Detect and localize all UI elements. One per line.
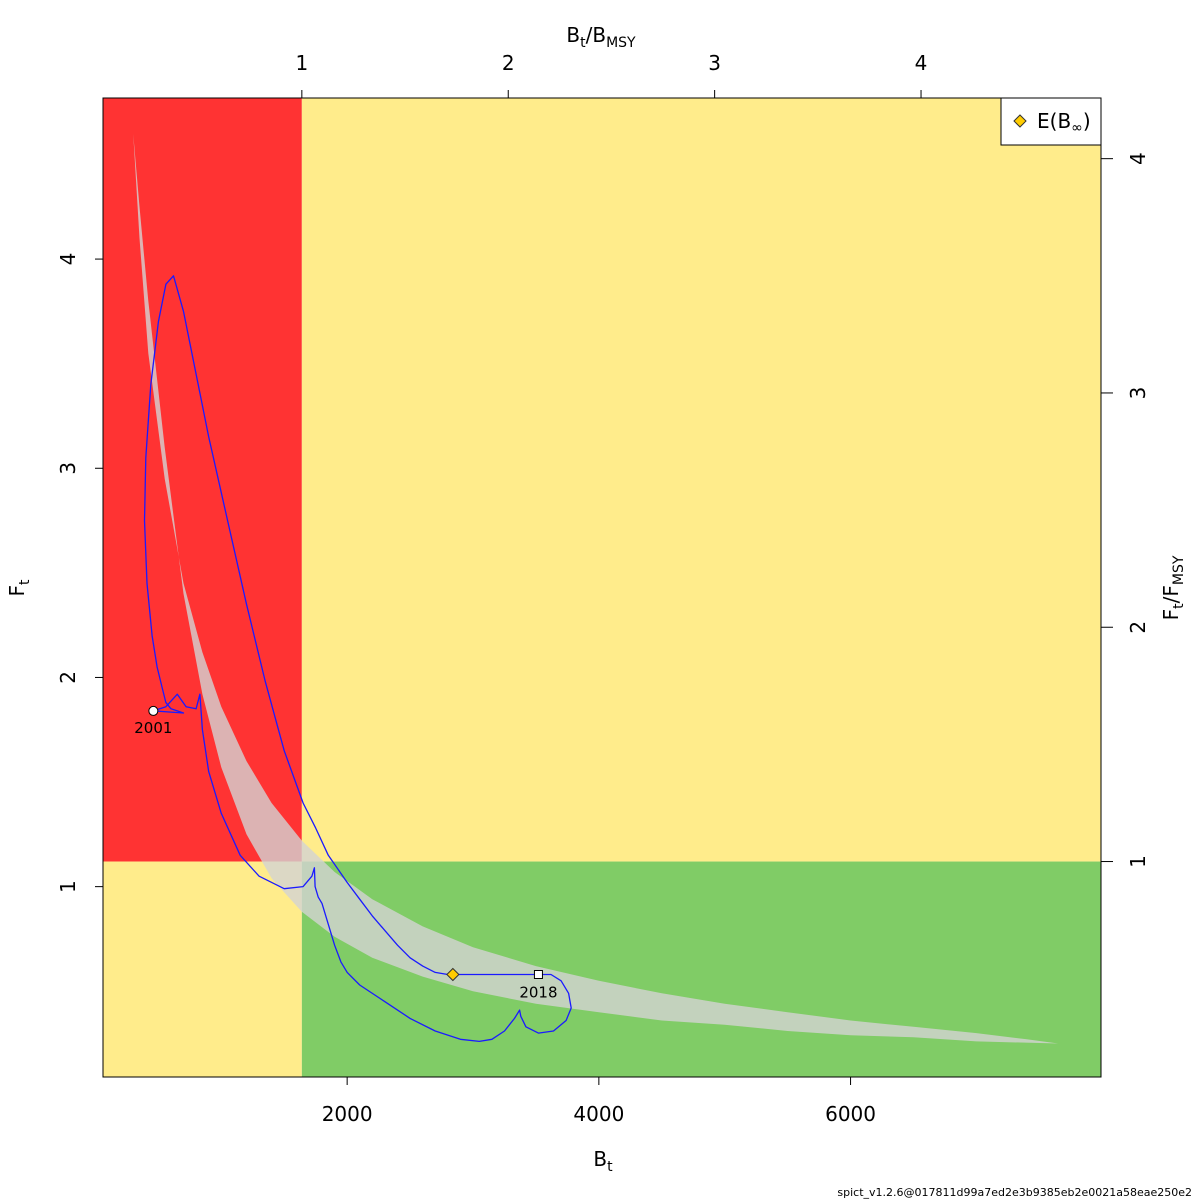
- y-tick-label: 4: [56, 253, 80, 266]
- x-axis: 2000 4000 6000: [322, 1077, 876, 1126]
- top-axis: 1 2 3 4: [295, 51, 927, 98]
- y-axis: 1 2 3 4: [56, 253, 103, 893]
- end-point: [533, 969, 543, 979]
- x-axis-title: Bt: [593, 1147, 613, 1175]
- top-tick-label: 4: [915, 51, 928, 75]
- right-tick-label: 2: [1126, 621, 1150, 634]
- x-tick-label: 4000: [573, 1102, 624, 1126]
- y-tick-label: 3: [56, 462, 80, 475]
- equilibrium-point: [446, 967, 460, 982]
- right-tick-label: 1: [1126, 855, 1150, 868]
- start-point: [148, 705, 159, 716]
- top-tick-label: 2: [502, 51, 515, 75]
- right-tick-label: 4: [1126, 152, 1150, 165]
- right-axis: 1 2 3 4: [1101, 152, 1150, 868]
- y-tick-label: 1: [56, 880, 80, 893]
- legend-diamond-icon: [1013, 114, 1027, 128]
- x-tick-label: 2000: [322, 1102, 373, 1126]
- footer-version: spict_v1.2.6@017811d99a7ed2e3b9385eb2e00…: [837, 1186, 1192, 1199]
- y-tick-label: 2: [56, 671, 80, 684]
- end-year-label: 2018: [519, 983, 557, 1001]
- top-tick-label: 3: [708, 51, 721, 75]
- right-axis-title: Ft/FMSY: [1159, 555, 1187, 620]
- top-tick-label: 1: [295, 51, 308, 75]
- legend-label: E(B∞): [1037, 109, 1091, 136]
- zone-healthy-stock-overfishing: [301, 98, 1101, 862]
- right-tick-label: 3: [1126, 387, 1150, 400]
- zone-overfished-no-overfishing: [103, 861, 302, 1077]
- x-tick-label: 6000: [825, 1102, 876, 1126]
- plot-frame: [102, 97, 1102, 1078]
- legend: E(B∞): [1000, 97, 1102, 146]
- start-year-label: 2001: [134, 719, 172, 737]
- plot-area: [103, 98, 1101, 1077]
- zone-overfished-overfishing: [103, 98, 302, 862]
- trajectory-line: [143, 275, 572, 1043]
- y-axis-title: Ft: [5, 579, 33, 597]
- top-axis-title: Bt/BMSY: [566, 23, 636, 51]
